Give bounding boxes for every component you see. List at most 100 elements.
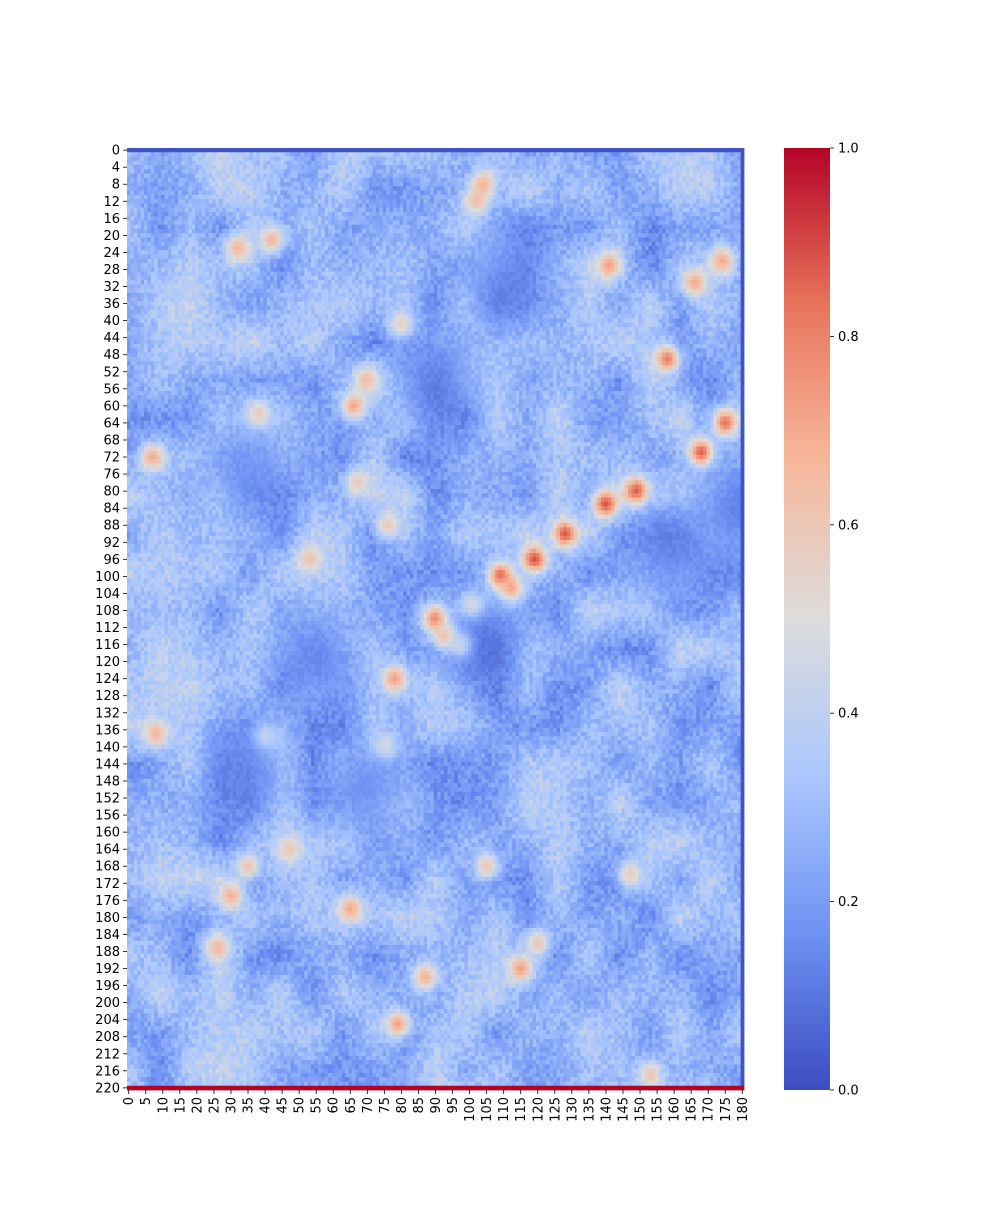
heatmap-cell (484, 237, 489, 243)
heatmap-cell (679, 258, 684, 264)
heatmap-cell (334, 194, 339, 200)
heatmap-cell (450, 152, 455, 157)
heatmap-cell (263, 246, 268, 251)
heatmap-cell (328, 203, 332, 209)
heatmap-cell (208, 211, 213, 217)
heatmap-cell (205, 216, 210, 221)
heatmap-cell (648, 194, 653, 200)
heatmap-cell (171, 254, 176, 260)
heatmap-cell (164, 233, 169, 238)
heatmap-cell (447, 228, 452, 234)
heatmap-cell (542, 194, 547, 200)
heatmap-cell (737, 258, 741, 264)
heatmap-cell (215, 160, 220, 166)
heatmap-cell (144, 186, 148, 192)
heatmap-cell (672, 177, 677, 183)
heatmap-cell (665, 228, 670, 234)
heatmap-cell (515, 169, 520, 174)
heatmap-cell (181, 194, 186, 200)
heatmap-cell (348, 228, 353, 234)
heatmap-cell (157, 258, 162, 264)
heatmap-cell (566, 254, 571, 260)
heatmap-cell (198, 254, 203, 260)
heatmap-cell (519, 190, 523, 196)
heatmap-cell (604, 228, 609, 234)
heatmap-cell (297, 246, 302, 251)
heatmap-cell (641, 190, 646, 196)
heatmap-cell (604, 186, 609, 192)
heatmap-cell (529, 211, 534, 217)
heatmap-cell (369, 263, 373, 268)
heatmap-cell (365, 241, 370, 247)
heatmap-cell (542, 241, 547, 247)
heatmap-cell (624, 177, 629, 183)
heatmap-cell (634, 241, 639, 247)
heatmap-cell (379, 211, 384, 217)
heatmap-cell (256, 246, 261, 251)
heatmap-cell (594, 237, 598, 243)
heatmap-cell (454, 190, 459, 196)
heatmap-cell (645, 203, 649, 209)
heatmap-cell (229, 207, 234, 213)
heatmap-cell (304, 182, 309, 187)
heatmap-cell (665, 224, 670, 230)
heatmap-cell (454, 194, 459, 200)
heatmap-cell (519, 203, 523, 209)
heatmap-cell (317, 233, 322, 238)
heatmap-cell (655, 203, 660, 209)
heatmap-cell (447, 216, 452, 221)
heatmap-cell (576, 194, 581, 200)
heatmap-cell (157, 207, 162, 213)
heatmap-cell (369, 258, 373, 264)
heatmap-cell (399, 216, 404, 221)
heatmap-cell (450, 211, 455, 217)
heatmap-cell (413, 220, 418, 226)
heatmap-row (127, 173, 745, 179)
heatmap-cell (219, 258, 223, 264)
heatmap-cell (570, 237, 574, 243)
heatmap-cell (198, 186, 203, 192)
heatmap-cell (239, 173, 244, 179)
heatmap-cell (686, 186, 690, 192)
heatmap-cell (351, 186, 356, 192)
heatmap-cell (641, 216, 646, 221)
heatmap-cell (130, 160, 135, 166)
heatmap-cell (372, 199, 377, 204)
heatmap-cell (416, 156, 421, 162)
heatmap-cell (621, 233, 626, 238)
heatmap-cell (369, 160, 373, 166)
heatmap-cell (389, 177, 394, 183)
heatmap-cell (645, 233, 649, 238)
heatmap-cell (225, 148, 230, 153)
heatmap-cell (471, 203, 476, 209)
heatmap-cell (542, 216, 547, 221)
heatmap-cell (198, 228, 203, 234)
heatmap-cell (334, 160, 339, 166)
heatmap-cell (648, 228, 653, 234)
heatmap-cell (130, 169, 135, 174)
heatmap-cell (665, 258, 670, 264)
heatmap-cell (355, 250, 360, 255)
heatmap-cell (222, 228, 227, 234)
heatmap-cell (675, 186, 680, 192)
heatmap-cell (525, 207, 530, 213)
heatmap-cell (519, 216, 523, 221)
heatmap-cell (184, 207, 189, 213)
heatmap-cell (651, 224, 656, 230)
heatmap-cell (287, 216, 292, 221)
heatmap-cell (392, 194, 397, 200)
heatmap-cell (324, 241, 329, 247)
heatmap-cell (651, 182, 656, 187)
heatmap-cell (358, 241, 363, 247)
heatmap-cell (355, 216, 360, 221)
heatmap-cell (280, 207, 285, 213)
heatmap-cell (283, 182, 288, 187)
heatmap-cell (321, 258, 326, 264)
heatmap-cell (338, 173, 343, 179)
heatmap-cell (259, 169, 264, 174)
heatmap-cell (198, 182, 203, 187)
heatmap-cell (433, 156, 438, 162)
heatmap-cell (372, 182, 377, 187)
heatmap-cell (164, 190, 169, 196)
heatmap-cell (345, 207, 349, 213)
